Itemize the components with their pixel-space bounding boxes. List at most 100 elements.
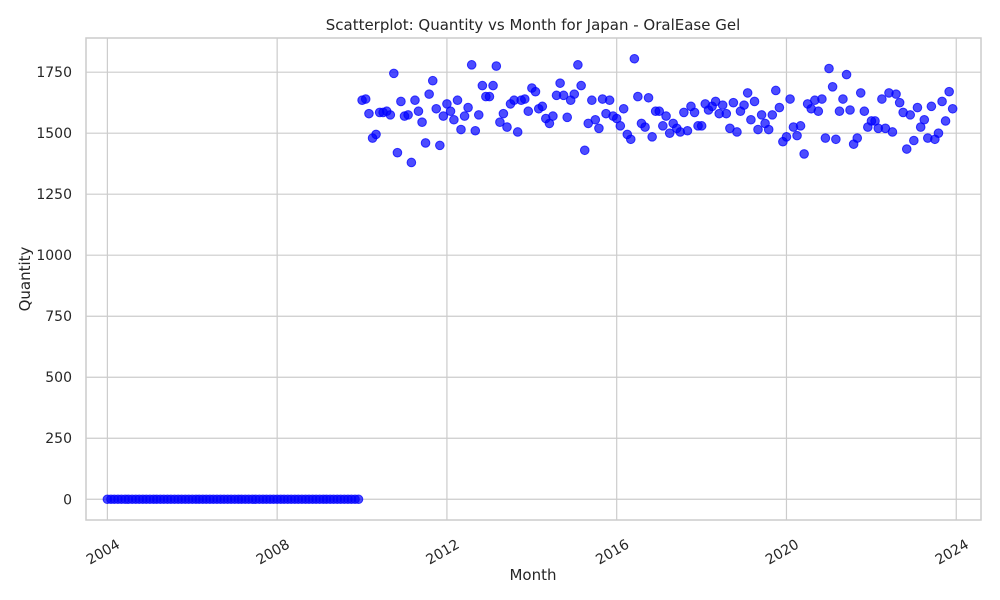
- x-tick-label: 2020: [763, 537, 802, 569]
- data-point: [746, 114, 756, 125]
- data-point: [795, 121, 806, 131]
- data-point: [841, 69, 852, 80]
- data-point: [689, 107, 700, 118]
- data-point: [488, 80, 498, 91]
- data-point: [654, 106, 665, 117]
- data-point: [940, 116, 951, 126]
- data-point: [530, 86, 541, 97]
- data-point: [424, 89, 434, 99]
- data-point: [770, 85, 781, 96]
- data-point: [484, 91, 495, 102]
- data-point: [431, 103, 442, 114]
- data-point: [477, 80, 488, 91]
- data-point: [427, 75, 438, 86]
- data-point: [749, 96, 760, 107]
- data-point: [739, 100, 749, 110]
- data-point: [855, 88, 866, 98]
- y-tick-label: 500: [45, 370, 72, 386]
- x-tick-label: 2024: [933, 537, 972, 569]
- data-point: [827, 82, 838, 92]
- data-point: [495, 117, 505, 127]
- data-point: [877, 94, 887, 104]
- x-tick-label: 2008: [254, 537, 293, 569]
- data-point: [392, 147, 403, 158]
- data-point: [594, 123, 604, 134]
- data-point: [396, 96, 406, 107]
- data-point: [937, 96, 947, 107]
- data-point: [820, 133, 831, 143]
- data-point: [887, 127, 898, 137]
- data-point: [859, 106, 870, 117]
- data-point: [403, 110, 413, 120]
- data-point: [470, 125, 481, 136]
- y-tick-label: 1500: [36, 126, 72, 142]
- data-point: [640, 122, 650, 132]
- data-point: [732, 127, 742, 137]
- plot-frame: [85, 37, 982, 521]
- data-point: [587, 95, 597, 106]
- data-point: [891, 89, 901, 99]
- data-point: [548, 111, 558, 121]
- data-point: [558, 90, 569, 101]
- data-point: [590, 114, 601, 125]
- data-point: [371, 129, 381, 140]
- data-point: [785, 94, 795, 104]
- data-point: [767, 110, 778, 120]
- data-point: [661, 111, 671, 121]
- data-point: [406, 157, 417, 168]
- data-point: [813, 106, 824, 117]
- data-point: [629, 53, 640, 64]
- y-tick-label: 1250: [36, 187, 72, 203]
- data-point: [502, 122, 512, 132]
- data-point: [838, 94, 848, 104]
- data-point: [831, 134, 841, 145]
- data-point: [817, 94, 827, 104]
- data-point: [498, 108, 509, 119]
- data-point: [679, 107, 689, 118]
- data-point: [944, 86, 954, 97]
- data-point: [579, 145, 590, 156]
- data-point: [852, 133, 863, 143]
- data-point: [449, 114, 459, 125]
- data-point: [438, 111, 449, 121]
- data-point: [576, 80, 586, 91]
- y-axis-ticks: 0 250 500 750 1000 1250 1500 1750: [36, 65, 72, 508]
- y-axis-label: Quantity: [16, 246, 34, 311]
- data-point: [389, 68, 399, 79]
- y-tick-label: 1750: [36, 65, 72, 81]
- data-point: [682, 125, 693, 136]
- data-point: [919, 114, 930, 125]
- data-point: [643, 92, 654, 103]
- data-points: [102, 53, 958, 505]
- data-point: [523, 106, 534, 117]
- data-point: [604, 95, 615, 106]
- data-point: [633, 91, 643, 102]
- data-point: [774, 102, 785, 113]
- data-point: [537, 101, 548, 112]
- data-point: [947, 103, 958, 114]
- x-axis-label: Month: [509, 566, 556, 584]
- data-point: [417, 117, 427, 127]
- data-point: [456, 124, 466, 135]
- y-tick-label: 1000: [36, 248, 72, 264]
- data-point: [717, 100, 728, 110]
- data-point: [756, 110, 767, 120]
- data-point: [647, 132, 657, 142]
- chart-title: Scatterplot: Quantity vs Month for Japan…: [326, 16, 741, 34]
- data-point: [353, 494, 364, 505]
- data-point: [933, 128, 944, 138]
- x-tick-label: 2012: [423, 537, 462, 569]
- data-point: [909, 135, 919, 146]
- x-axis-ticks: 2004 2008 2012 2016 2020 2024: [84, 537, 972, 569]
- data-point: [894, 97, 905, 108]
- data-point: [912, 102, 923, 113]
- data-point: [625, 134, 636, 145]
- y-tick-label: 250: [45, 431, 72, 447]
- data-point: [728, 97, 739, 108]
- data-point: [473, 110, 484, 120]
- data-point: [721, 108, 732, 119]
- data-point: [420, 138, 431, 148]
- data-point: [901, 144, 912, 154]
- data-point: [824, 63, 834, 74]
